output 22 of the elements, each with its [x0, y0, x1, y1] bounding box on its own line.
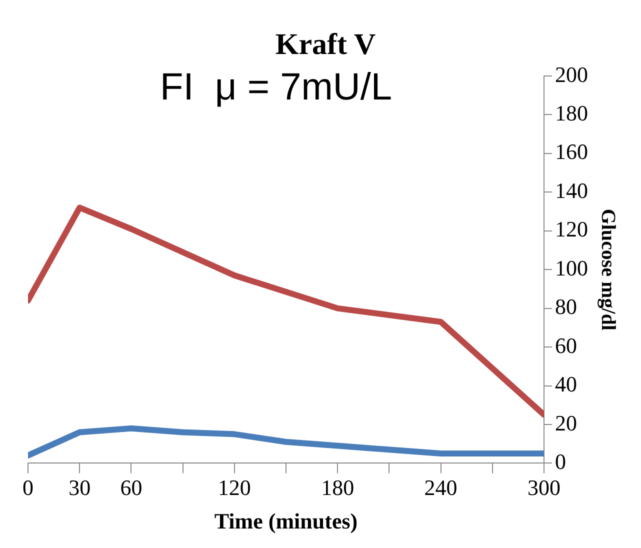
y-tick-label: 80	[555, 294, 577, 320]
x-tick-label: 120	[218, 475, 251, 500]
x-tick-label: 180	[321, 475, 354, 500]
x-tick-label: 60	[120, 475, 142, 500]
y-tick-label: 60	[555, 332, 577, 358]
x-tick-label: 30	[68, 475, 91, 500]
x-tick-label: 0	[22, 475, 34, 500]
y-tick-label: 120	[555, 216, 588, 242]
x-axis-title: Time (minutes)	[214, 508, 358, 534]
y-tick-label: 160	[555, 139, 588, 164]
y-tick-label: 200	[555, 62, 588, 87]
x-tick-label: 240	[424, 475, 458, 500]
y-tick-label: 20	[555, 410, 577, 436]
y-tick-label: 180	[555, 100, 588, 126]
annotation: FI μ = 7mU/L	[160, 66, 392, 108]
y-axis-title: Glucose mg/dl	[596, 208, 619, 331]
y-tick-label: 40	[555, 372, 577, 397]
y-tick-label: 0	[555, 448, 566, 474]
chart-title: Kraft V	[275, 28, 376, 61]
y-tick-label: 140	[555, 178, 588, 203]
x-tick-label: 300	[528, 475, 560, 500]
y-tick-label: 100	[555, 255, 588, 280]
